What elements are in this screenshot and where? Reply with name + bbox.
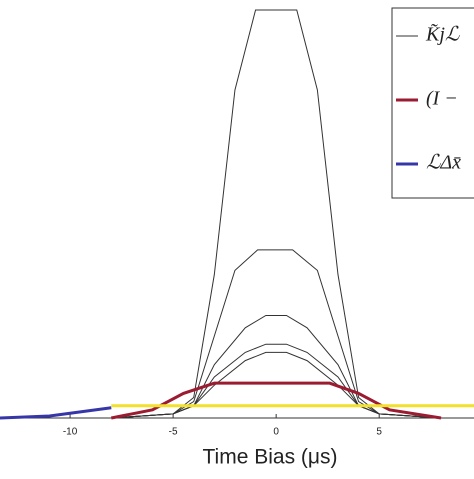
series-line xyxy=(110,381,442,420)
series-line xyxy=(111,315,442,419)
x-axis-label: Time Bias (μs) xyxy=(203,446,338,469)
legend-label: ℒΔx̄ xyxy=(426,152,461,174)
legend-label: K̃jℒ xyxy=(425,22,460,45)
x-tick-label: 0 xyxy=(273,427,279,438)
legend-label: (I − xyxy=(426,88,458,110)
legend-box xyxy=(391,7,474,199)
series-line xyxy=(111,351,442,419)
series-line xyxy=(0,406,112,420)
series-line xyxy=(111,249,442,419)
x-tick-label: 5 xyxy=(376,427,382,438)
series-line xyxy=(111,9,442,419)
x-tick-label: -5 xyxy=(169,427,178,438)
x-tick-label: -10 xyxy=(63,427,78,438)
